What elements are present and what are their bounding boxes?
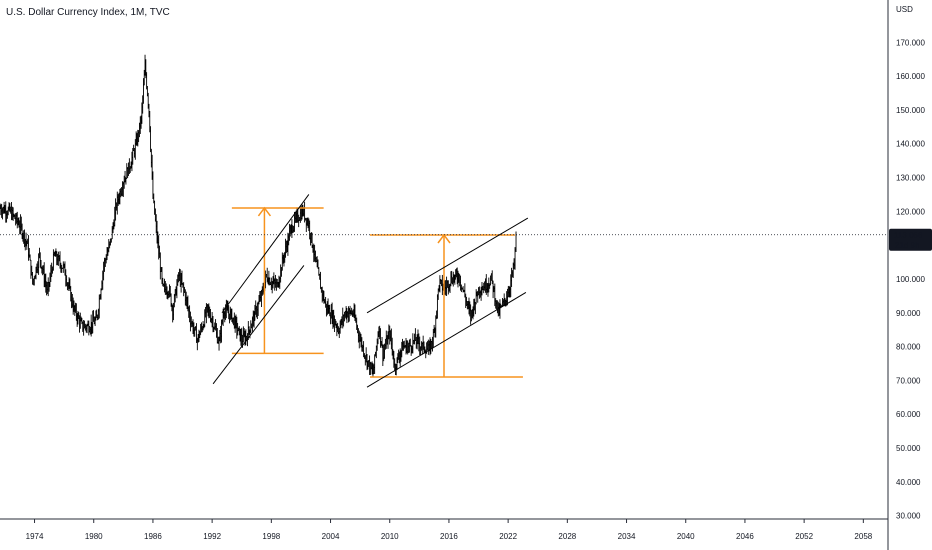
channel-trend-line [221, 194, 310, 314]
bar-countdown: 21d 9h [895, 241, 919, 250]
y-tick-label: 60.000 [896, 410, 921, 419]
y-tick-label: 40.000 [896, 478, 921, 487]
x-tick-label: 2034 [618, 532, 636, 541]
x-tick-label: 2058 [854, 532, 872, 541]
y-tick-label: 30.000 [896, 512, 921, 521]
y-tick-label: 150.000 [896, 106, 925, 115]
channel-trend-line [366, 217, 529, 314]
y-tick-label: 80.000 [896, 343, 921, 352]
y-tick-label: 100.000 [896, 275, 925, 284]
y-tick-label: 170.000 [896, 38, 925, 47]
price-axis[interactable]: 30.000 40.000 50.000 60.000 70.000 80.000 90.0… [896, 38, 925, 520]
y-tick-label: 120.000 [896, 207, 925, 216]
price-series [0, 54, 517, 378]
currency-label: USD [896, 5, 913, 14]
y-tick-label: 140.000 [896, 140, 925, 149]
x-tick-label: 1986 [144, 532, 162, 541]
channel-trend-line [212, 265, 305, 385]
last-price-value: 113.066 [894, 231, 923, 240]
last-price-badge: 113.066 21d 9h [889, 228, 932, 251]
x-tick-label: 1980 [85, 532, 103, 541]
x-tick-label: 2004 [322, 532, 340, 541]
x-tick-label: 1974 [26, 532, 44, 541]
drawing-annotations [212, 194, 529, 388]
y-tick-label: 160.000 [896, 72, 925, 81]
price-bar [475, 289, 478, 305]
x-tick-label: 2046 [736, 532, 754, 541]
x-tick-label: 1992 [203, 532, 221, 541]
x-tick-label: 2010 [381, 532, 399, 541]
x-tick-label: 2040 [677, 532, 695, 541]
channel-trend-line [366, 292, 527, 388]
chart-title: U.S. Dollar Currency Index, 1M, TVC [6, 7, 170, 18]
x-tick-label: 2052 [795, 532, 813, 541]
y-tick-label: 50.000 [896, 444, 921, 453]
y-tick-label: 70.000 [896, 376, 921, 385]
y-tick-label: 90.000 [896, 309, 921, 318]
y-tick-label: 130.000 [896, 174, 925, 183]
x-tick-label: 2022 [499, 532, 517, 541]
time-axis[interactable]: 1974 1980 1986 1992 1998 2004 2010 2016 2022 2028… [26, 519, 873, 541]
last-price-badge-bg [889, 228, 932, 251]
x-tick-label: 2028 [558, 532, 576, 541]
x-tick-label: 2016 [440, 532, 458, 541]
measure-arrow-head [257, 206, 272, 217]
x-tick-label: 1998 [262, 532, 280, 541]
